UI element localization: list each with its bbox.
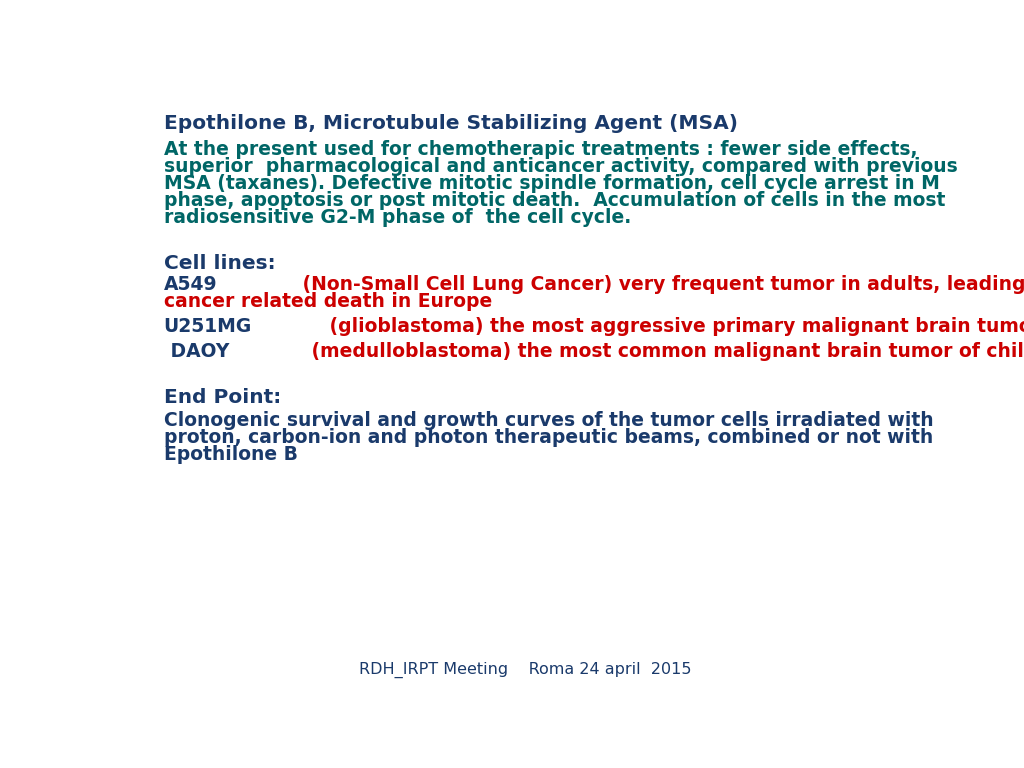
Text: cancer related death in Europe: cancer related death in Europe [164,293,492,311]
Text: Epothilone B, Microtubule Stabilizing Agent (MSA): Epothilone B, Microtubule Stabilizing Ag… [164,114,737,133]
Text: (glioblastoma) the most aggressive primary malignant brain tumor in adults: (glioblastoma) the most aggressive prima… [324,317,1024,336]
Text: Cell lines:: Cell lines: [164,254,275,273]
Text: RDH_IRPT Meeting    Roma 24 april  2015: RDH_IRPT Meeting Roma 24 april 2015 [358,662,691,678]
Text: At the present used for chemotherapic treatments : fewer side effects,: At the present used for chemotherapic tr… [164,140,918,159]
Text: Clonogenic survival and growth curves of the tumor cells irradiated with: Clonogenic survival and growth curves of… [164,411,933,430]
Text: A549: A549 [164,276,217,294]
Text: End Point:: End Point: [164,388,281,407]
Text: MSA (taxanes). Defective mitotic spindle formation, cell cycle arrest in M: MSA (taxanes). Defective mitotic spindle… [164,174,940,193]
Text: (Non-Small Cell Lung Cancer) very frequent tumor in adults, leading cause of: (Non-Small Cell Lung Cancer) very freque… [296,276,1024,294]
Text: radiosensitive G2-M phase of  the cell cycle.: radiosensitive G2-M phase of the cell cy… [164,207,631,227]
Text: U251MG: U251MG [164,317,252,336]
Text: Epothilone B: Epothilone B [164,445,298,464]
Text: proton, carbon-ion and photon therapeutic beams, combined or not with: proton, carbon-ion and photon therapeuti… [164,428,933,447]
Text: phase, apoptosis or post mitotic death.  Accumulation of cells in the most: phase, apoptosis or post mitotic death. … [164,190,945,210]
Text: (medulloblastoma) the most common malignant brain tumor of childhood: (medulloblastoma) the most common malign… [305,342,1024,361]
Text: DAOY: DAOY [164,342,229,361]
Text: superior  pharmacological and anticancer activity, compared with previous: superior pharmacological and anticancer … [164,157,957,176]
